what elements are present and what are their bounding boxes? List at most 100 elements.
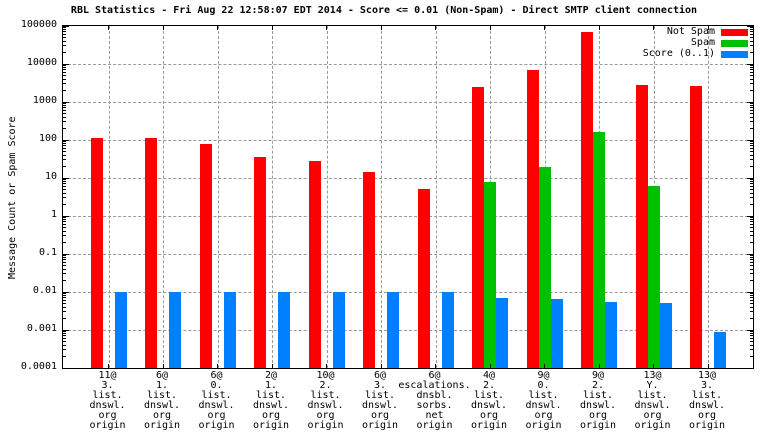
- y-minor-tick: [750, 69, 753, 71]
- y-minor-tick: [750, 306, 753, 308]
- y-minor-tick: [63, 235, 66, 237]
- y-major-tick: [63, 253, 69, 255]
- y-minor-tick: [63, 112, 66, 114]
- bar-not-spam: [145, 138, 157, 368]
- y-minor-tick: [63, 159, 66, 161]
- legend-label: Score (0..1): [642, 48, 715, 59]
- y-minor-tick: [63, 69, 66, 71]
- y-minor-tick: [63, 311, 66, 313]
- y-gridline: [63, 64, 753, 65]
- y-major-tick: [747, 367, 753, 369]
- bar-score-0-1: [605, 301, 617, 368]
- y-major-tick: [747, 215, 753, 217]
- y-gridline: [63, 330, 753, 331]
- bar-score-0-1: [223, 292, 236, 368]
- y-minor-tick: [750, 242, 753, 244]
- y-minor-tick: [63, 219, 66, 221]
- bar-score-0-1: [550, 299, 563, 368]
- x-tick: [108, 26, 109, 30]
- y-tick-label: 10000: [26, 57, 57, 68]
- y-minor-tick: [63, 230, 66, 232]
- y-minor-tick: [63, 121, 66, 123]
- y-minor-tick: [63, 90, 66, 92]
- y-major-tick: [63, 367, 69, 369]
- y-tick-label: 100: [38, 133, 57, 144]
- x-category-label: 6@ 1. list. dnswl. org origin: [143, 370, 181, 431]
- y-minor-tick: [63, 261, 66, 263]
- y-gridline: [63, 102, 753, 103]
- legend-item-score-0-1: Score (0..1): [643, 49, 748, 59]
- y-major-tick: [63, 329, 69, 331]
- y-minor-tick: [750, 264, 753, 266]
- y-minor-tick: [750, 349, 753, 351]
- y-minor-tick: [750, 36, 753, 38]
- x-category-label: 4@ 2. list. dnswl. org origin: [470, 370, 508, 431]
- x-tick: [271, 26, 273, 30]
- plot-area: [62, 25, 754, 369]
- legend-swatch: [721, 39, 748, 47]
- y-minor-tick: [750, 71, 753, 73]
- y-minor-tick: [63, 204, 66, 206]
- y-major-tick: [747, 291, 753, 293]
- bar-spam: [538, 166, 551, 368]
- y-minor-tick: [63, 264, 66, 266]
- y-minor-tick: [750, 90, 753, 92]
- bar-not-spam: [581, 31, 593, 368]
- bar-spam: [593, 132, 605, 368]
- y-minor-tick: [63, 65, 66, 67]
- bar-not-spam: [254, 157, 266, 368]
- x-tick: [653, 26, 654, 30]
- y-tick-label: 1000: [32, 95, 57, 106]
- y-minor-tick: [750, 121, 753, 123]
- y-minor-tick: [750, 197, 753, 199]
- y-minor-tick: [750, 337, 753, 339]
- y-minor-tick: [750, 261, 753, 263]
- y-minor-tick: [63, 107, 66, 109]
- y-gridline: [63, 216, 753, 217]
- y-minor-tick: [63, 318, 66, 320]
- y-minor-tick: [750, 318, 753, 320]
- legend: Not Spam Spam Score (0..1): [643, 27, 748, 59]
- y-minor-tick: [750, 219, 753, 221]
- x-tick: [380, 364, 382, 368]
- y-major-tick: [747, 63, 753, 65]
- bar-score-0-1: [278, 292, 290, 368]
- y-axis-label: Message Count or Spam Score: [7, 116, 18, 279]
- y-minor-tick: [63, 192, 66, 194]
- y-minor-tick: [63, 145, 66, 147]
- y-tick-label: 0.1: [38, 247, 57, 258]
- bar-not-spam: [635, 85, 648, 368]
- y-minor-tick: [750, 297, 753, 299]
- y-minor-tick: [63, 257, 66, 259]
- y-minor-tick: [63, 302, 66, 304]
- y-minor-tick: [750, 235, 753, 237]
- y-tick-label: 10: [44, 171, 57, 182]
- y-minor-tick: [63, 128, 66, 130]
- legend-swatch: [721, 50, 748, 58]
- y-minor-tick: [750, 273, 753, 275]
- y-minor-tick: [63, 185, 66, 187]
- y-minor-tick: [63, 36, 66, 38]
- y-tick-label: 0.0001: [20, 361, 57, 372]
- y-minor-tick: [750, 159, 753, 161]
- y-minor-tick: [63, 141, 66, 143]
- y-minor-tick: [63, 74, 66, 76]
- y-tick-label: 1: [50, 209, 57, 220]
- y-minor-tick: [750, 107, 753, 109]
- bar-not-spam: [472, 86, 484, 368]
- y-minor-tick: [750, 147, 753, 149]
- y-minor-tick: [750, 45, 753, 47]
- y-minor-tick: [750, 27, 753, 29]
- y-minor-tick: [750, 335, 753, 337]
- y-minor-tick: [63, 259, 66, 261]
- y-tick-label: 0.001: [26, 323, 57, 334]
- y-minor-tick: [750, 67, 753, 69]
- y-minor-tick: [750, 223, 753, 225]
- x-tick: [598, 364, 600, 368]
- x-gridline: [435, 26, 437, 368]
- x-tick: [435, 26, 436, 30]
- y-minor-tick: [63, 150, 66, 152]
- chart-title: RBL Statistics - Fri Aug 22 12:58:07 EDT…: [70, 5, 698, 16]
- y-minor-tick: [750, 268, 753, 270]
- y-major-tick: [747, 329, 753, 331]
